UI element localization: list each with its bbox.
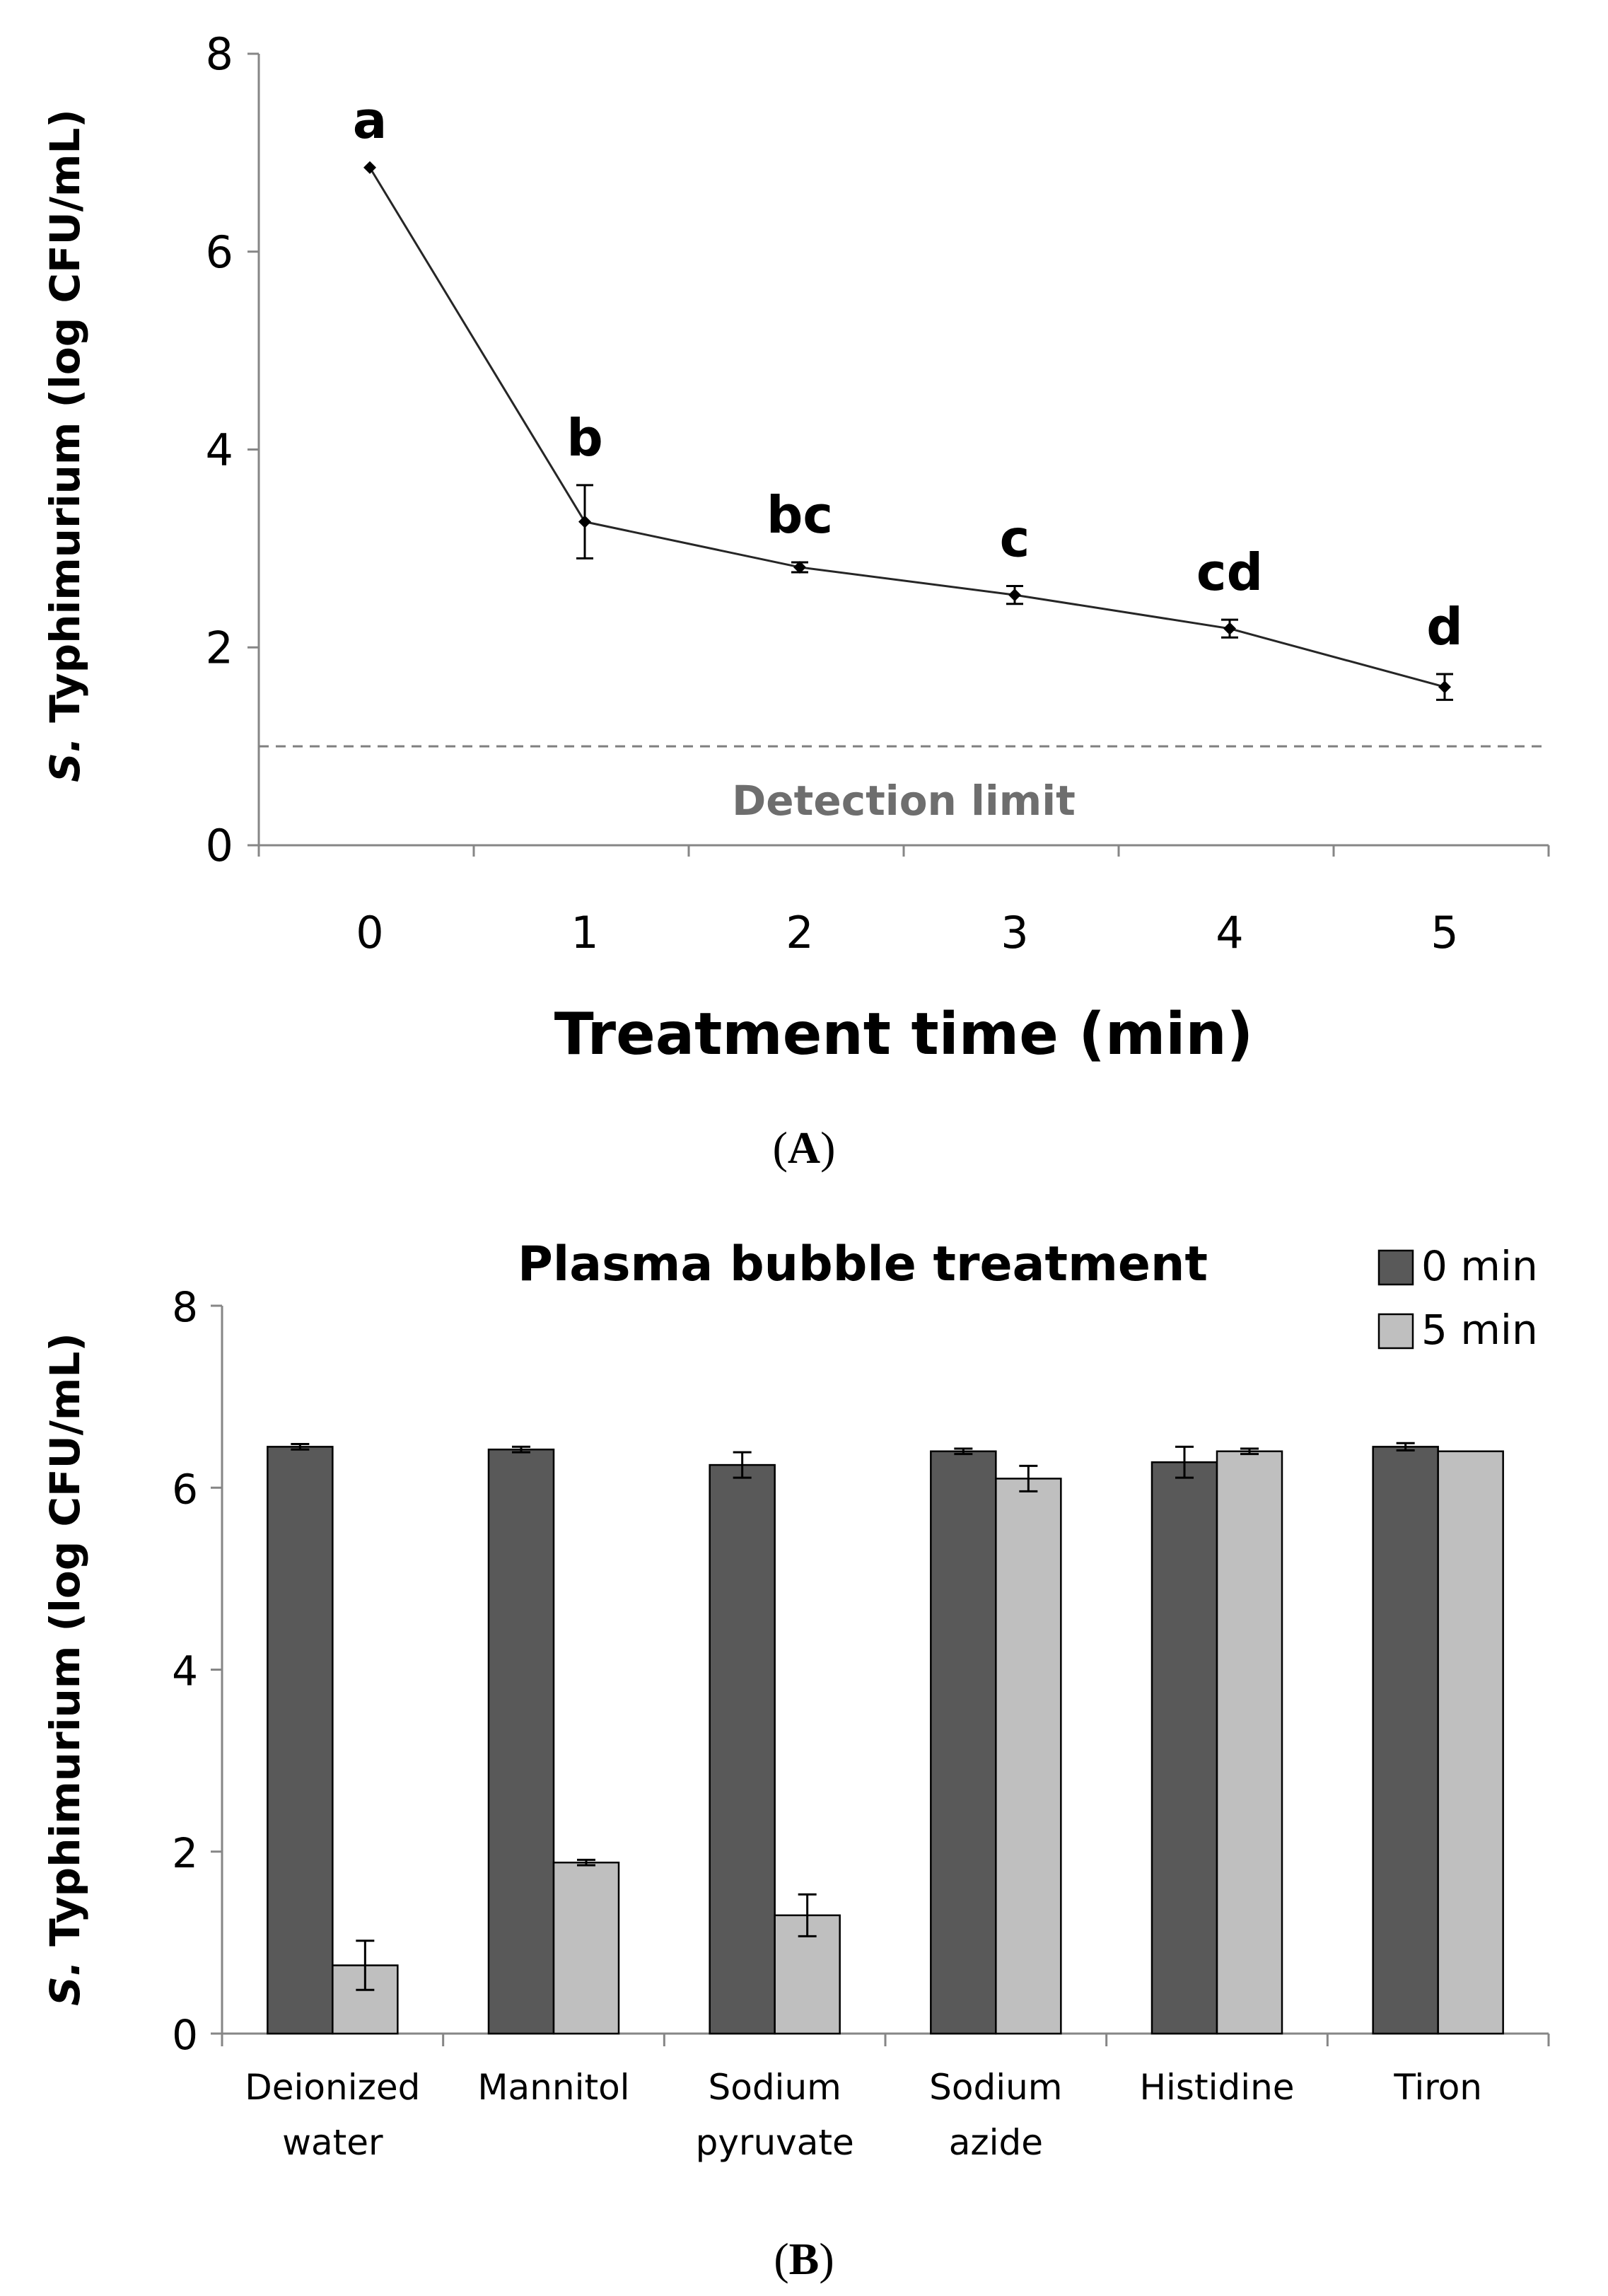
y-tick-label: 8 [172, 1283, 198, 1331]
series-line [368, 167, 1445, 688]
category-label: Sodium [708, 2067, 841, 2108]
panel-a-line-chart: 0 2 4 6 8 0 1 2 3 4 5 Detection limit a b bc c cd d Treatm… [41, 28, 1550, 1068]
y-tick-label: 8 [206, 28, 233, 80]
bar-5min [1437, 1450, 1504, 2035]
category-label: Tiron [1393, 2067, 1482, 2108]
significance-letter: b [566, 408, 603, 468]
y-tick-label: 2 [172, 1829, 198, 1877]
panel-a-label: (A) [773, 1123, 836, 1173]
x-tick-label: 1 [571, 907, 598, 958]
y-tick-label: 4 [206, 424, 233, 476]
category-label: Histidine [1139, 2067, 1294, 2108]
significance-letter: bc [767, 485, 833, 545]
y-tick-label: 2 [206, 622, 233, 673]
data-point [1438, 680, 1451, 694]
significance-letter: d [1426, 597, 1463, 656]
x-tick-label: 2 [786, 907, 813, 958]
y-tick-label: 0 [206, 820, 233, 871]
legend-label: 0 min [1421, 1242, 1538, 1290]
bar-0min [930, 1450, 997, 2035]
significance-letter: cd [1196, 543, 1263, 602]
x-tick-label: 4 [1216, 907, 1243, 958]
category-label: Sodium [929, 2067, 1062, 2108]
x-axis-title: Treatment time (min) [554, 1001, 1253, 1068]
x-tick-label: 3 [1001, 907, 1028, 958]
y-axis-title: S. Typhimurium (log CFU/mL) [41, 1333, 89, 2006]
significance-letter: c [1000, 509, 1030, 569]
bar-0min [1150, 1461, 1218, 2035]
bar-5min [552, 1861, 620, 2035]
data-point [363, 161, 376, 174]
bar-0min [267, 1446, 334, 2035]
legend-swatch [1377, 1249, 1414, 1286]
detection-limit-label: Detection limit [732, 777, 1076, 825]
y-tick-label: 4 [172, 1647, 198, 1695]
panel-b-bar-chart: 0 2 4 6 8 Deionized water Mannitol Sodium pyruvat… [41, 1236, 1550, 2163]
data-point [1008, 589, 1021, 602]
category-label: water [282, 2122, 383, 2163]
bar-5min [995, 1478, 1062, 2035]
data-point [793, 560, 806, 574]
category-label: azide [949, 2122, 1043, 2163]
bar-0min [1372, 1446, 1439, 2035]
x-tick-label: 0 [356, 907, 383, 958]
chart-title: Plasma bubble treatment [518, 1236, 1208, 1292]
bar-0min [487, 1448, 555, 2035]
category-label: Mannitol [477, 2067, 629, 2108]
y-axis-title: S. Typhimurium (log CFU/mL) [41, 109, 89, 782]
data-point [578, 515, 591, 528]
legend-label: 5 min [1421, 1306, 1538, 1354]
bar-5min [1216, 1450, 1283, 2035]
category-label: pyruvate [696, 2122, 854, 2163]
data-point [1223, 622, 1236, 635]
legend-swatch [1377, 1313, 1414, 1350]
significance-letter: a [353, 91, 388, 150]
category-label: Deionized [245, 2067, 420, 2108]
y-tick-label: 0 [172, 2011, 198, 2059]
y-tick-label: 6 [206, 226, 233, 278]
x-tick-label: 5 [1431, 907, 1458, 958]
panel-b-label: (B) [774, 2234, 834, 2284]
bar-0min [709, 1463, 776, 2035]
y-tick-label: 6 [172, 1465, 198, 1513]
